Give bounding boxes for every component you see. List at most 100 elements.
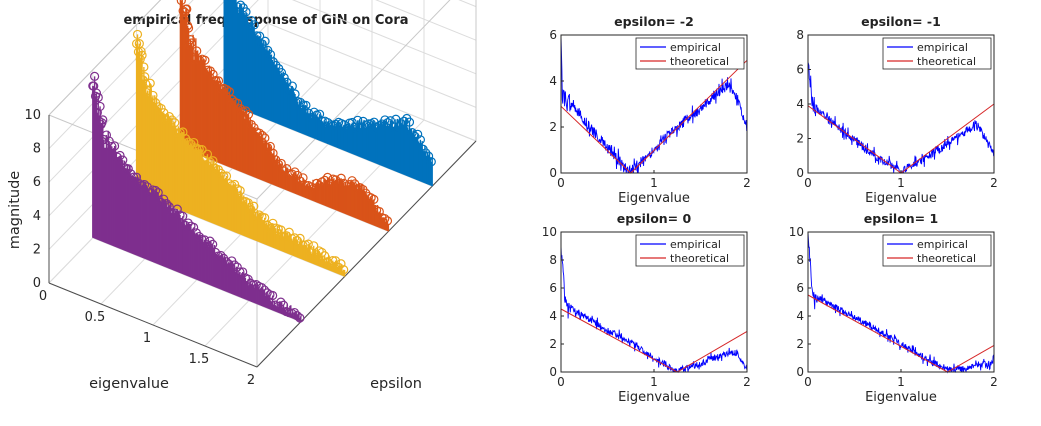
legend-label: theoretical [670, 55, 729, 68]
subplot-grid: epsilon= -20 1 20246Eigenvalueempiricalthe… [542, 14, 998, 405]
back-wall-grid-line [375, 0, 477, 41]
stem-marker [145, 78, 155, 88]
stem-marker [260, 36, 270, 46]
stem-marker [290, 233, 300, 243]
stem-marker [301, 100, 311, 110]
stem-marker [259, 285, 270, 295]
x-tick-label: 1 [897, 176, 905, 190]
stem-marker [216, 168, 226, 178]
x-axis-label: Eigenvalue [618, 390, 690, 405]
floor-grid-line [267, 56, 477, 142]
stem-marker [399, 116, 409, 126]
y-tick-label: 2 [796, 132, 804, 146]
x-axis-label: Eigenvalue [618, 191, 690, 206]
stem-marker [249, 20, 259, 30]
stem-marker [235, 0, 246, 10]
stem-marker [202, 149, 213, 159]
subplot-title: epsilon= -2 [614, 14, 694, 29]
chart-title: empirical freq response of GIN on Cora [123, 13, 408, 28]
y-axis-label: epsilon [370, 376, 422, 392]
y-tick-label: 10 [542, 225, 557, 239]
stem-marker [243, 109, 254, 120]
x-tick-label: 1 [650, 375, 658, 389]
back-wall-grid-line [291, 0, 477, 75]
stem-series [88, 71, 305, 323]
x-tick-label: 0 [557, 176, 565, 190]
y-tick-label: 6 [549, 28, 557, 42]
legend-label: theoretical [670, 252, 729, 265]
stem-marker [295, 97, 306, 108]
stem-marker [109, 141, 120, 151]
stem-marker [317, 116, 327, 126]
stem-marker [208, 69, 218, 79]
x-tick-label: 2 [247, 373, 255, 388]
stem-marker [104, 136, 114, 146]
stem-marker [415, 135, 425, 145]
stem-marker [235, 104, 245, 114]
stem-marker [260, 133, 270, 143]
stem-marker [262, 288, 272, 298]
stem-marker [235, 186, 245, 196]
stem-marker [276, 297, 286, 307]
stem-marker [347, 176, 357, 186]
stem-marker [426, 157, 436, 167]
legend-label: empirical [917, 238, 968, 251]
stem-marker [153, 188, 163, 198]
stem-marker [176, 0, 186, 6]
stem-marker [254, 128, 265, 138]
stem-marker [213, 76, 224, 86]
y-tick-label: 6 [549, 281, 557, 295]
z-axis-label: magnitude [7, 171, 23, 250]
stem-marker [271, 60, 281, 71]
stem-marker [276, 225, 286, 235]
stem-series [132, 29, 349, 277]
x-tick-label: 1 [650, 176, 658, 190]
stem-marker [309, 107, 319, 117]
subplot-title: epsilon= 1 [864, 211, 938, 226]
x-tick-label: 0.5 [85, 310, 106, 325]
stem-marker [91, 88, 102, 98]
stem-marker [292, 170, 303, 181]
stem-marker [385, 116, 396, 126]
stem-marker [221, 171, 232, 181]
z-tick-label: 6 [33, 175, 41, 190]
stem-marker [178, 211, 188, 221]
stem-marker [268, 218, 278, 228]
legend-label: empirical [917, 41, 968, 54]
x-tick-label: 0 [804, 176, 812, 190]
x-tick-label: 2 [743, 375, 751, 389]
stem-marker [257, 283, 267, 293]
stem-marker [246, 278, 256, 288]
stem-marker [339, 265, 349, 275]
stem-marker [170, 118, 180, 128]
legend-box [635, 37, 745, 70]
stem-marker [139, 180, 150, 190]
legend-label: theoretical [917, 252, 976, 265]
box-edge [48, 0, 162, 116]
x-axis-label: Eigenvalue [865, 390, 937, 405]
side-wall-grid-line [48, 0, 194, 149]
stem-marker [142, 182, 152, 192]
stem-marker [382, 216, 393, 226]
stem-marker [230, 179, 240, 190]
x-tick-label: 0 [557, 375, 565, 389]
stem-marker [92, 108, 102, 118]
x-tick-label: 2 [743, 176, 751, 190]
legend-box [635, 234, 745, 267]
stem-marker [224, 179, 234, 189]
y-tick-label: 2 [549, 337, 557, 351]
stem-marker [95, 101, 105, 112]
x-tick-label: 1.5 [189, 352, 210, 367]
y-tick-label: 0 [549, 166, 557, 180]
y-tick-label: 6 [796, 281, 804, 295]
y-tick-label: 0 [549, 365, 557, 379]
stem-marker [268, 290, 278, 301]
stem-marker [257, 39, 267, 49]
stem-marker [235, 267, 245, 277]
stem-marker [295, 313, 305, 323]
y-tick-label: 2 [549, 120, 557, 134]
stem-marker [380, 213, 390, 224]
y-tick-label: 4 [549, 74, 557, 88]
stem-marker [229, 260, 240, 270]
stem-marker [254, 210, 264, 220]
